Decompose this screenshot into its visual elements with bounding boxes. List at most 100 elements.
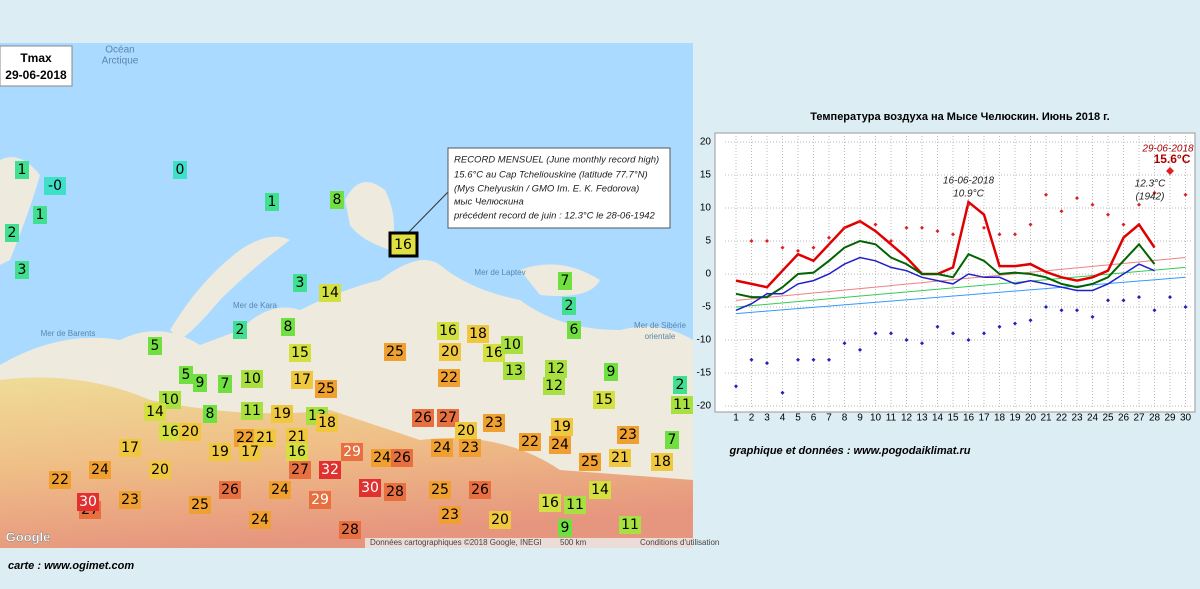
station-value: 28 [341,522,359,538]
chart-title: Температура воздуха на Мысе Челюскин. Ию… [810,111,1109,123]
x-tick-label: 21 [1040,413,1052,424]
station-value: 2 [236,322,245,338]
station-box [412,409,434,427]
station-value: 11 [621,517,639,533]
record-point [811,357,816,362]
x-tick-label: 28 [1149,413,1161,424]
x-tick-label: 10 [870,413,882,424]
chart-annotation: 10.9°C [953,189,984,200]
station-box [539,494,561,512]
annotation-line: мыс Челюскина [454,197,524,208]
chart-annotation: 29-06-2018 [1141,144,1194,155]
sea-label: orientale [645,332,676,341]
series-line [735,256,1155,311]
station-value: 27 [291,462,309,478]
station-value: 25 [431,482,449,498]
record-point [765,239,769,243]
station-value: 21 [256,430,274,446]
station-value: 23 [485,415,503,431]
station-value: 12 [545,378,563,394]
station-box [209,443,231,461]
station-value: -0 [48,178,62,194]
x-tick-label: 9 [857,413,863,424]
station-value: 11 [673,397,691,413]
station-box [271,405,293,423]
x-tick-label: 26 [1118,413,1130,424]
station-box [44,177,66,195]
record-point [780,245,785,250]
x-tick-label: 5 [795,413,801,424]
station-value: 9 [561,520,570,536]
station-box [144,403,166,421]
station-value: 18 [469,326,487,342]
station-box [431,439,453,457]
station-value: 0 [176,162,185,178]
station-value: 20 [491,512,509,528]
station-box [564,496,586,514]
station-box [549,436,571,454]
station-value: 28 [386,484,404,500]
record-point [920,225,924,230]
station-value: 8 [206,406,215,422]
station-value: 16 [439,323,457,339]
station-value: 16 [541,495,559,511]
x-tick-label: 2 [749,413,755,424]
station-value: 3 [296,275,305,291]
station-box [551,418,573,436]
station-value: 7 [668,432,677,448]
x-tick-label: 16 [963,413,975,424]
sea-label: Mer de Laptev [474,268,525,277]
record-point [1090,314,1095,319]
station-box [254,429,276,447]
annotation-line: 15.6°C au Cap Tcheliouskine (latitude 77… [454,170,648,181]
station-value: 19 [553,419,571,435]
station-box [579,453,601,471]
callout-line [404,189,451,237]
record-point [1075,196,1079,201]
record-point [982,331,986,336]
record-point [842,225,847,230]
station-value: 5 [151,338,160,354]
x-tick-label: 30 [1180,413,1192,424]
terms[interactable]: Conditions d'utilisation [640,538,719,547]
station-value: 20 [441,344,459,360]
station-value: 16 [288,444,306,460]
x-tick-label: 11 [886,413,897,424]
station-value: 17 [293,372,311,388]
annotation-line: précédent record de juin : 12.3°C le 28-… [453,211,656,222]
record-point [904,225,909,230]
station-box [179,423,201,441]
station-value: 14 [146,404,164,420]
station-value: 26 [414,410,432,426]
station-value: 13 [505,363,523,379]
station-box [249,511,271,529]
station-value: 30 [361,480,379,496]
station-box [619,516,641,534]
station-value: 20 [181,424,199,440]
station-box [439,343,461,361]
x-tick-label: 12 [901,413,913,424]
station-box [49,471,71,489]
record-point [966,338,971,342]
sea-label: Mer de Barents [41,329,96,338]
station-value: 24 [373,450,391,466]
record-point [796,357,800,362]
station-box [289,344,311,362]
station-box [241,370,263,388]
x-tick-label: 13 [916,413,928,424]
station-box [437,409,459,427]
record-point [997,324,1002,329]
station-value: 1 [18,162,27,178]
x-tick-label: 23 [1071,413,1083,424]
y-tick-label: -20 [697,401,712,412]
station-value: 18 [318,415,336,431]
station-value: 25 [191,497,209,513]
station-box [5,224,19,242]
station-box [671,396,693,414]
station-value: 23 [461,440,479,456]
station-box [148,337,162,355]
station-value: 24 [251,512,269,528]
station-box [651,453,673,471]
x-tick-label: 17 [978,413,990,424]
